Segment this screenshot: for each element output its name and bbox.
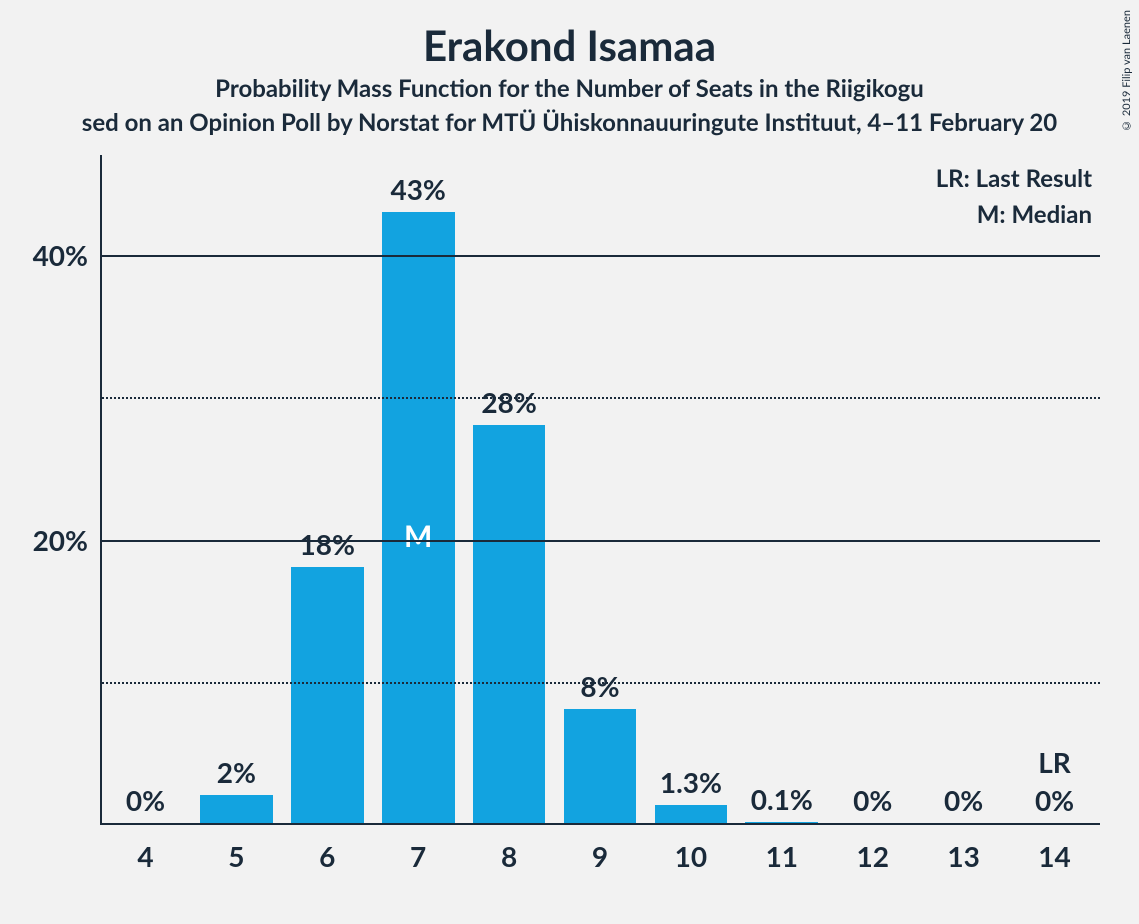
chart-container: Erakond Isamaa Probability Mass Function… bbox=[0, 0, 1139, 924]
bar-value-label: 8% bbox=[580, 669, 619, 703]
bar-value-label: 0% bbox=[944, 783, 983, 817]
bar bbox=[473, 425, 546, 823]
y-tick-label: 20% bbox=[33, 523, 88, 557]
x-tick-label: 5 bbox=[228, 839, 244, 873]
x-tick-label: 7 bbox=[410, 839, 426, 873]
x-axis bbox=[100, 823, 1100, 825]
bar-value-label: 0% bbox=[1035, 783, 1074, 817]
chart-title: Erakond Isamaa bbox=[0, 20, 1139, 70]
gridline-minor bbox=[102, 682, 1100, 684]
x-tick-label: 6 bbox=[319, 839, 335, 873]
chart-subtitle: Probability Mass Function for the Number… bbox=[0, 74, 1139, 103]
bar bbox=[200, 795, 273, 823]
bar-value-label: 0% bbox=[126, 783, 165, 817]
x-tick-label: 13 bbox=[947, 839, 979, 873]
last-result-marker: LR bbox=[1038, 745, 1071, 779]
bar-value-label: 0.1% bbox=[751, 782, 813, 816]
bar bbox=[291, 567, 364, 823]
copyright-notice: © 2019 Filip van Laenen bbox=[1120, 10, 1133, 132]
x-tick-label: 12 bbox=[856, 839, 888, 873]
bar-value-label: 2% bbox=[217, 755, 256, 789]
bar-value-label: 0% bbox=[853, 783, 892, 817]
y-tick-label: 40% bbox=[33, 238, 88, 272]
bar-value-label: 28% bbox=[481, 385, 536, 419]
x-tick-label: 10 bbox=[675, 839, 707, 873]
gridline-major bbox=[102, 255, 1100, 257]
chart-source: sed on an Opinion Poll by Norstat for MT… bbox=[0, 108, 1139, 137]
gridline-minor bbox=[102, 397, 1100, 399]
bar-value-label: 1.3% bbox=[660, 765, 722, 799]
x-tick-label: 11 bbox=[766, 839, 798, 873]
bar-value-label: 18% bbox=[300, 527, 355, 561]
plot-area: LR: Last Result M: Median 0%2%18%43%M28%… bbox=[100, 155, 1100, 825]
bar-value-label: 43% bbox=[390, 172, 445, 206]
median-marker: M bbox=[404, 518, 432, 554]
x-tick-label: 8 bbox=[501, 839, 517, 873]
gridline-major bbox=[102, 540, 1100, 542]
x-tick-label: 14 bbox=[1038, 839, 1070, 873]
bar bbox=[655, 805, 728, 823]
bar bbox=[745, 822, 818, 823]
bar bbox=[564, 709, 637, 823]
x-tick-label: 9 bbox=[592, 839, 608, 873]
x-tick-label: 4 bbox=[137, 839, 153, 873]
